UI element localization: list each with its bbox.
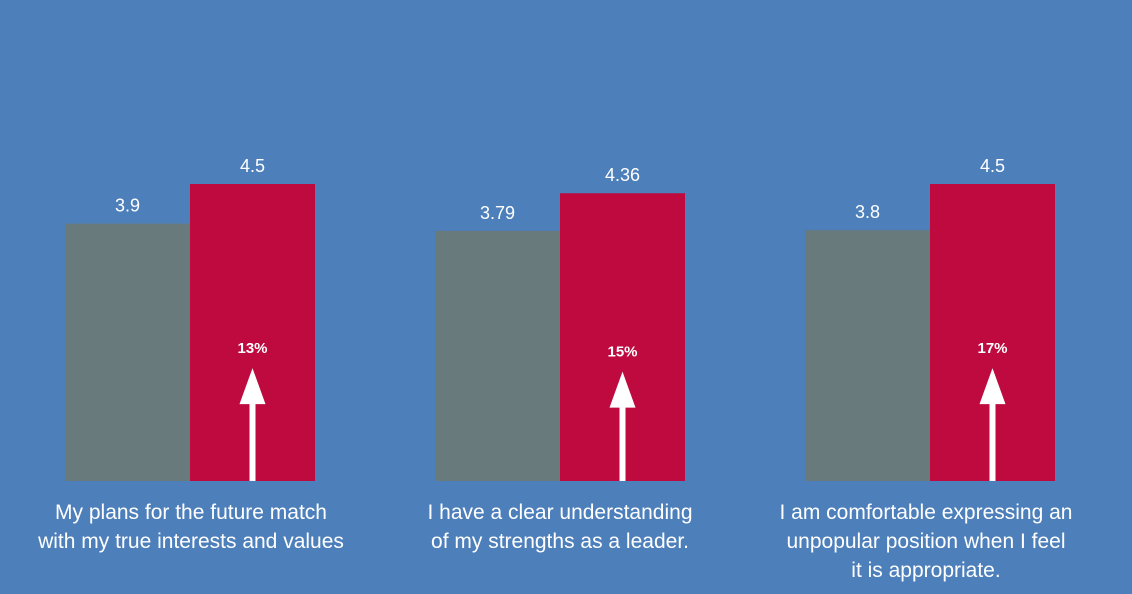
bar-group2-series1 [435,230,560,481]
category-label-2: I have a clear understanding of my stren… [427,501,693,553]
increase-arrow-head-3 [979,368,1006,405]
increase-arrow-head-1 [239,368,266,405]
increase-label-1: 13% [237,340,267,357]
bar-group1-series1 [65,223,190,481]
value-label-group3-series1: 3.8 [855,202,880,222]
value-label-group1-series2: 4.5 [240,156,265,176]
increase-label-3: 17% [977,340,1007,357]
increase-arrow-shaft-1 [249,398,256,481]
category-label-1: My plans for the future match with my tr… [38,501,344,553]
value-label-group3-series2: 4.5 [980,156,1005,176]
increase-label-2: 15% [607,344,637,361]
value-label-group2-series2: 4.36 [605,165,640,185]
bar-group3-series1 [805,230,930,481]
increase-arrow-shaft-2 [619,401,626,481]
increase-arrow-head-2 [609,371,636,408]
category-label-3: I am comfortable expressing an unpopular… [779,501,1073,582]
value-label-group2-series1: 3.79 [480,203,515,223]
value-label-group1-series1: 3.9 [115,196,140,216]
increase-arrow-shaft-3 [989,398,996,481]
